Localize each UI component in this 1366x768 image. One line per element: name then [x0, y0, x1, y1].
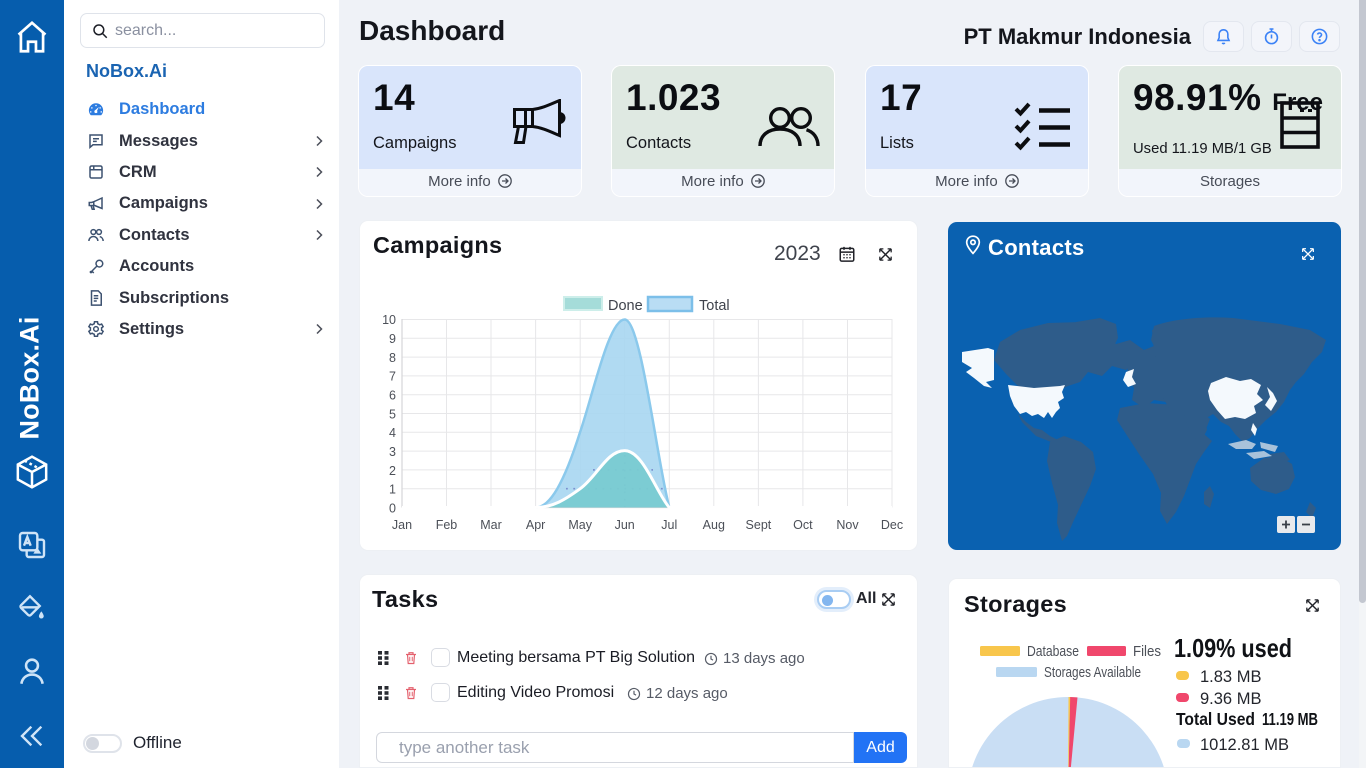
svg-text:Feb: Feb	[436, 518, 458, 532]
svg-text:2: 2	[389, 464, 396, 478]
svg-text:4: 4	[389, 426, 396, 440]
svg-text:Aug: Aug	[703, 518, 725, 532]
svg-text:Oct: Oct	[793, 518, 813, 532]
svg-text:8: 8	[389, 351, 396, 365]
svg-text:Total: Total	[699, 298, 730, 314]
svg-text:0: 0	[389, 502, 396, 516]
svg-text:Jun: Jun	[615, 518, 635, 532]
svg-text:Apr: Apr	[526, 518, 545, 532]
svg-text:May: May	[568, 518, 592, 532]
svg-text:Jul: Jul	[661, 518, 677, 532]
svg-text:9: 9	[389, 332, 396, 346]
svg-text:Total Used: Total Used	[1176, 709, 1255, 729]
svg-text:Dec: Dec	[881, 518, 903, 532]
svg-text:11.19 MB: 11.19 MB	[1262, 709, 1318, 729]
svg-text:9.36 MB: 9.36 MB	[1200, 690, 1261, 708]
svg-text:Files: Files	[1133, 643, 1161, 660]
svg-text:Mar: Mar	[480, 518, 502, 532]
svg-text:7: 7	[389, 370, 396, 384]
svg-text:5: 5	[389, 408, 396, 422]
svg-text:1.83 MB: 1.83 MB	[1200, 668, 1261, 686]
svg-text:1.09% used: 1.09% used	[1174, 633, 1292, 663]
svg-text:10: 10	[382, 313, 396, 327]
svg-text:Done: Done	[608, 298, 643, 314]
svg-text:Storages Available: Storages Available	[1044, 664, 1141, 681]
svg-text:Sept: Sept	[746, 518, 772, 532]
svg-text:Database: Database	[1027, 643, 1079, 660]
svg-text:1012.81 MB: 1012.81 MB	[1200, 736, 1289, 754]
svg-text:6: 6	[389, 389, 396, 403]
svg-text:Nov: Nov	[836, 518, 859, 532]
svg-text:Jan: Jan	[392, 518, 412, 532]
svg-text:3: 3	[389, 445, 396, 459]
svg-text:1: 1	[389, 483, 396, 497]
